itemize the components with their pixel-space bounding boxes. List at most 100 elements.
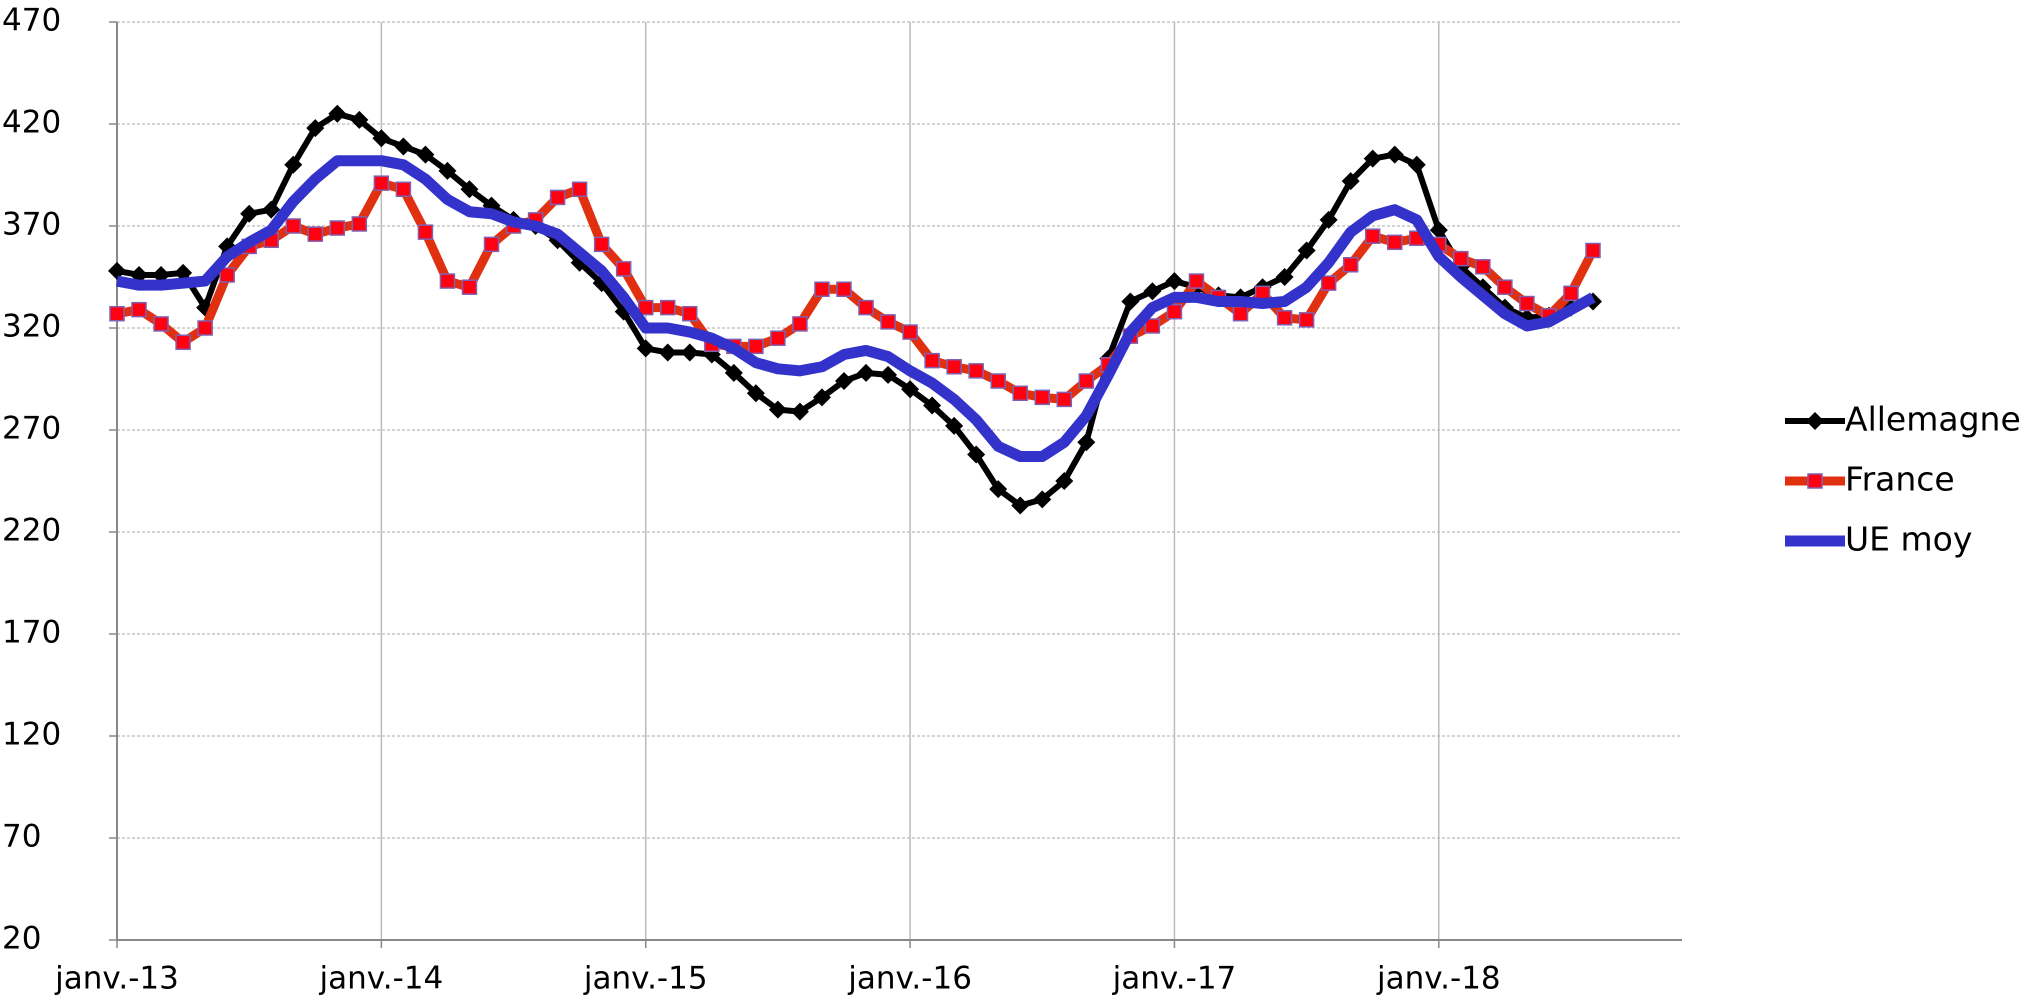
marker (748, 338, 764, 355)
x-tick-label: janv.-13 (54, 961, 179, 997)
marker (901, 380, 920, 399)
marker (1275, 268, 1294, 286)
marker (724, 363, 743, 382)
marker (880, 314, 896, 330)
marker (153, 316, 169, 332)
marker (1011, 496, 1030, 515)
marker (989, 480, 1008, 499)
marker (1232, 305, 1249, 322)
marker (1012, 385, 1028, 402)
marker (1077, 433, 1096, 452)
y-tick-label: 20 (2, 921, 41, 957)
marker (1121, 292, 1140, 311)
marker (329, 220, 346, 236)
marker (1429, 221, 1448, 240)
y-tick-label: 270 (2, 411, 61, 447)
marker (1806, 412, 1824, 430)
marker (571, 181, 588, 198)
series-line (115, 155, 1596, 463)
marker (306, 119, 325, 138)
marker (768, 400, 787, 419)
marker (284, 155, 303, 174)
marker (131, 301, 147, 318)
marker (1033, 490, 1052, 509)
y-tick-label: 420 (2, 105, 61, 141)
x-tick-label: janv.-14 (319, 961, 444, 997)
marker (636, 339, 655, 358)
marker (109, 305, 125, 322)
marker (1188, 273, 1205, 289)
marker (637, 299, 654, 316)
marker (593, 236, 610, 253)
marker (351, 216, 368, 232)
marker (328, 104, 347, 123)
marker (834, 372, 853, 391)
marker (1585, 242, 1601, 259)
marker (680, 343, 699, 362)
marker (417, 224, 434, 240)
marker (1341, 172, 1360, 191)
marker (1276, 310, 1293, 326)
marker (879, 365, 898, 384)
marker (1298, 312, 1315, 328)
marker (1364, 228, 1381, 244)
marker (1497, 279, 1513, 295)
marker (439, 273, 456, 289)
marker (416, 145, 435, 164)
x-tick-label: janv.-15 (583, 961, 708, 997)
legend-label: France (1845, 460, 1955, 499)
marker (285, 218, 301, 234)
marker (307, 226, 324, 242)
marker (946, 359, 962, 375)
marker (483, 236, 500, 253)
marker (1143, 282, 1162, 301)
marker (660, 299, 676, 316)
marker (1407, 155, 1426, 174)
marker (1034, 389, 1051, 406)
marker (1342, 257, 1359, 273)
marker (1563, 285, 1579, 302)
marker (924, 352, 940, 369)
marker (1055, 472, 1074, 490)
marker (923, 396, 942, 415)
marker (1385, 145, 1404, 164)
marker (1386, 234, 1403, 251)
marker (549, 189, 566, 206)
marker (1144, 318, 1161, 334)
x-tick-label: janv.-17 (1112, 961, 1237, 997)
x-tick-label: janv.-16 (847, 961, 972, 997)
marker (836, 281, 852, 297)
marker (1363, 149, 1382, 168)
y-tick-label: 370 (2, 207, 61, 243)
marker (858, 299, 874, 316)
marker (1078, 373, 1095, 389)
marker (1319, 210, 1338, 229)
y-tick-label: 470 (2, 3, 61, 39)
marker (219, 267, 235, 283)
marker (1166, 303, 1183, 320)
marker (1807, 473, 1823, 489)
marker (746, 384, 765, 403)
y-tick-label: 120 (2, 717, 61, 753)
marker (395, 181, 412, 198)
marker (792, 316, 808, 332)
marker (1056, 391, 1073, 408)
marker (1519, 295, 1535, 312)
marker (175, 334, 191, 351)
marker (460, 180, 479, 199)
marker (394, 137, 413, 156)
marker (945, 416, 964, 435)
marker (1165, 272, 1184, 291)
y-tick-label: 70 (2, 819, 41, 855)
marker (968, 363, 984, 379)
marker (990, 373, 1006, 389)
legend-label: UE moy (1845, 520, 1972, 559)
marker (197, 320, 213, 336)
marker (682, 305, 698, 322)
marker (770, 330, 786, 346)
marker (373, 175, 390, 191)
legend-label: Allemagne (1845, 400, 2021, 439)
marker (615, 261, 632, 277)
marker (1320, 275, 1337, 291)
